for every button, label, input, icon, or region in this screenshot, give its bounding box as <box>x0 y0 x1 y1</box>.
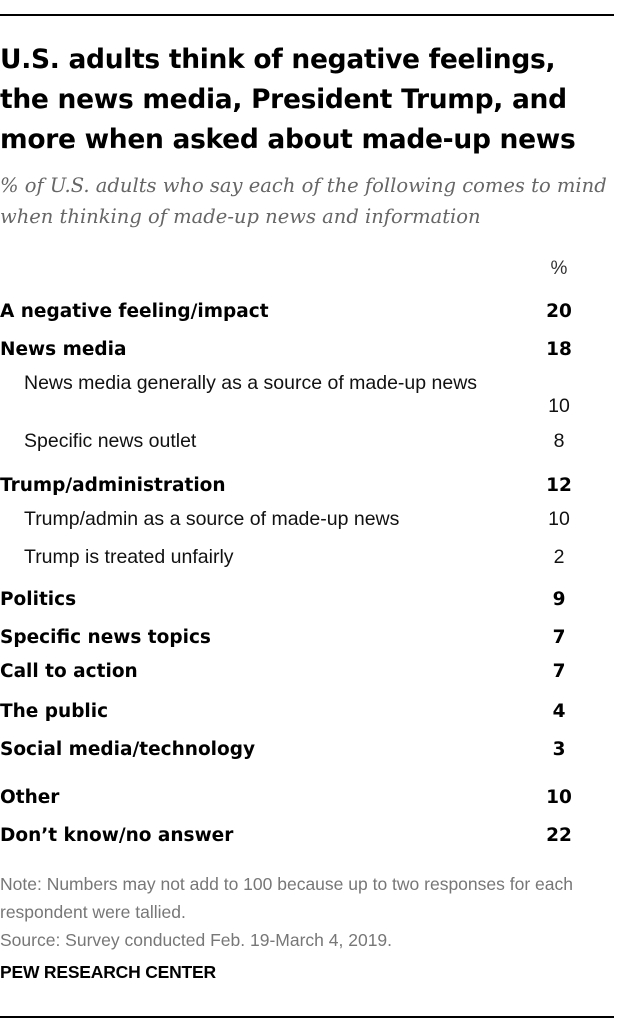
row-value: 12 <box>546 475 572 496</box>
percent-column-header: % <box>550 258 568 279</box>
row-label: Don’t know/no answer <box>0 825 234 846</box>
row-value: 4 <box>552 701 566 722</box>
top-rule <box>0 14 614 16</box>
row-label: Politics <box>0 589 77 610</box>
chart-subtitle: % of U.S. adults who say each of the fol… <box>0 174 607 228</box>
row-value: 2 <box>553 546 565 568</box>
row-label: A negative feeling/impact <box>0 301 269 322</box>
row-label: Social media/technology <box>0 739 256 760</box>
row-label: The public <box>0 701 109 722</box>
row-label: Trump/admin as a source of made-up news <box>24 508 400 530</box>
row-value: 3 <box>552 739 566 760</box>
row-label: News media generally as a source of made… <box>24 372 478 394</box>
row-value: 18 <box>546 339 572 360</box>
row-label: Trump is treated unfairly <box>24 546 234 568</box>
row-value: 7 <box>552 627 566 648</box>
row-label: Specific news topics <box>0 627 211 648</box>
row-value: 10 <box>548 395 570 417</box>
row-value: 8 <box>553 430 565 452</box>
source-text: Source: Survey conducted Feb. 19-March 4… <box>0 930 393 950</box>
chart-title: U.S. adults think of negative feelings, … <box>0 44 576 155</box>
pew-research-center-logo: PEW RESEARCH CENTER <box>0 962 216 982</box>
row-value: 22 <box>546 825 572 846</box>
row-label: Trump/administration <box>0 475 226 496</box>
footnote: Note: Numbers may not add to 100 because… <box>0 870 610 954</box>
bottom-rule <box>0 1016 614 1018</box>
row-value: 7 <box>552 661 566 682</box>
note-text: Note: Numbers may not add to 100 because… <box>0 874 573 922</box>
row-value: 9 <box>552 589 566 610</box>
row-label: Specific news outlet <box>24 430 197 452</box>
row-label: Other <box>0 787 60 808</box>
row-value: 20 <box>546 301 572 322</box>
row-label: News media <box>0 339 127 360</box>
row-value: 10 <box>548 508 570 530</box>
row-value: 10 <box>546 787 572 808</box>
row-label: Call to action <box>0 661 138 682</box>
